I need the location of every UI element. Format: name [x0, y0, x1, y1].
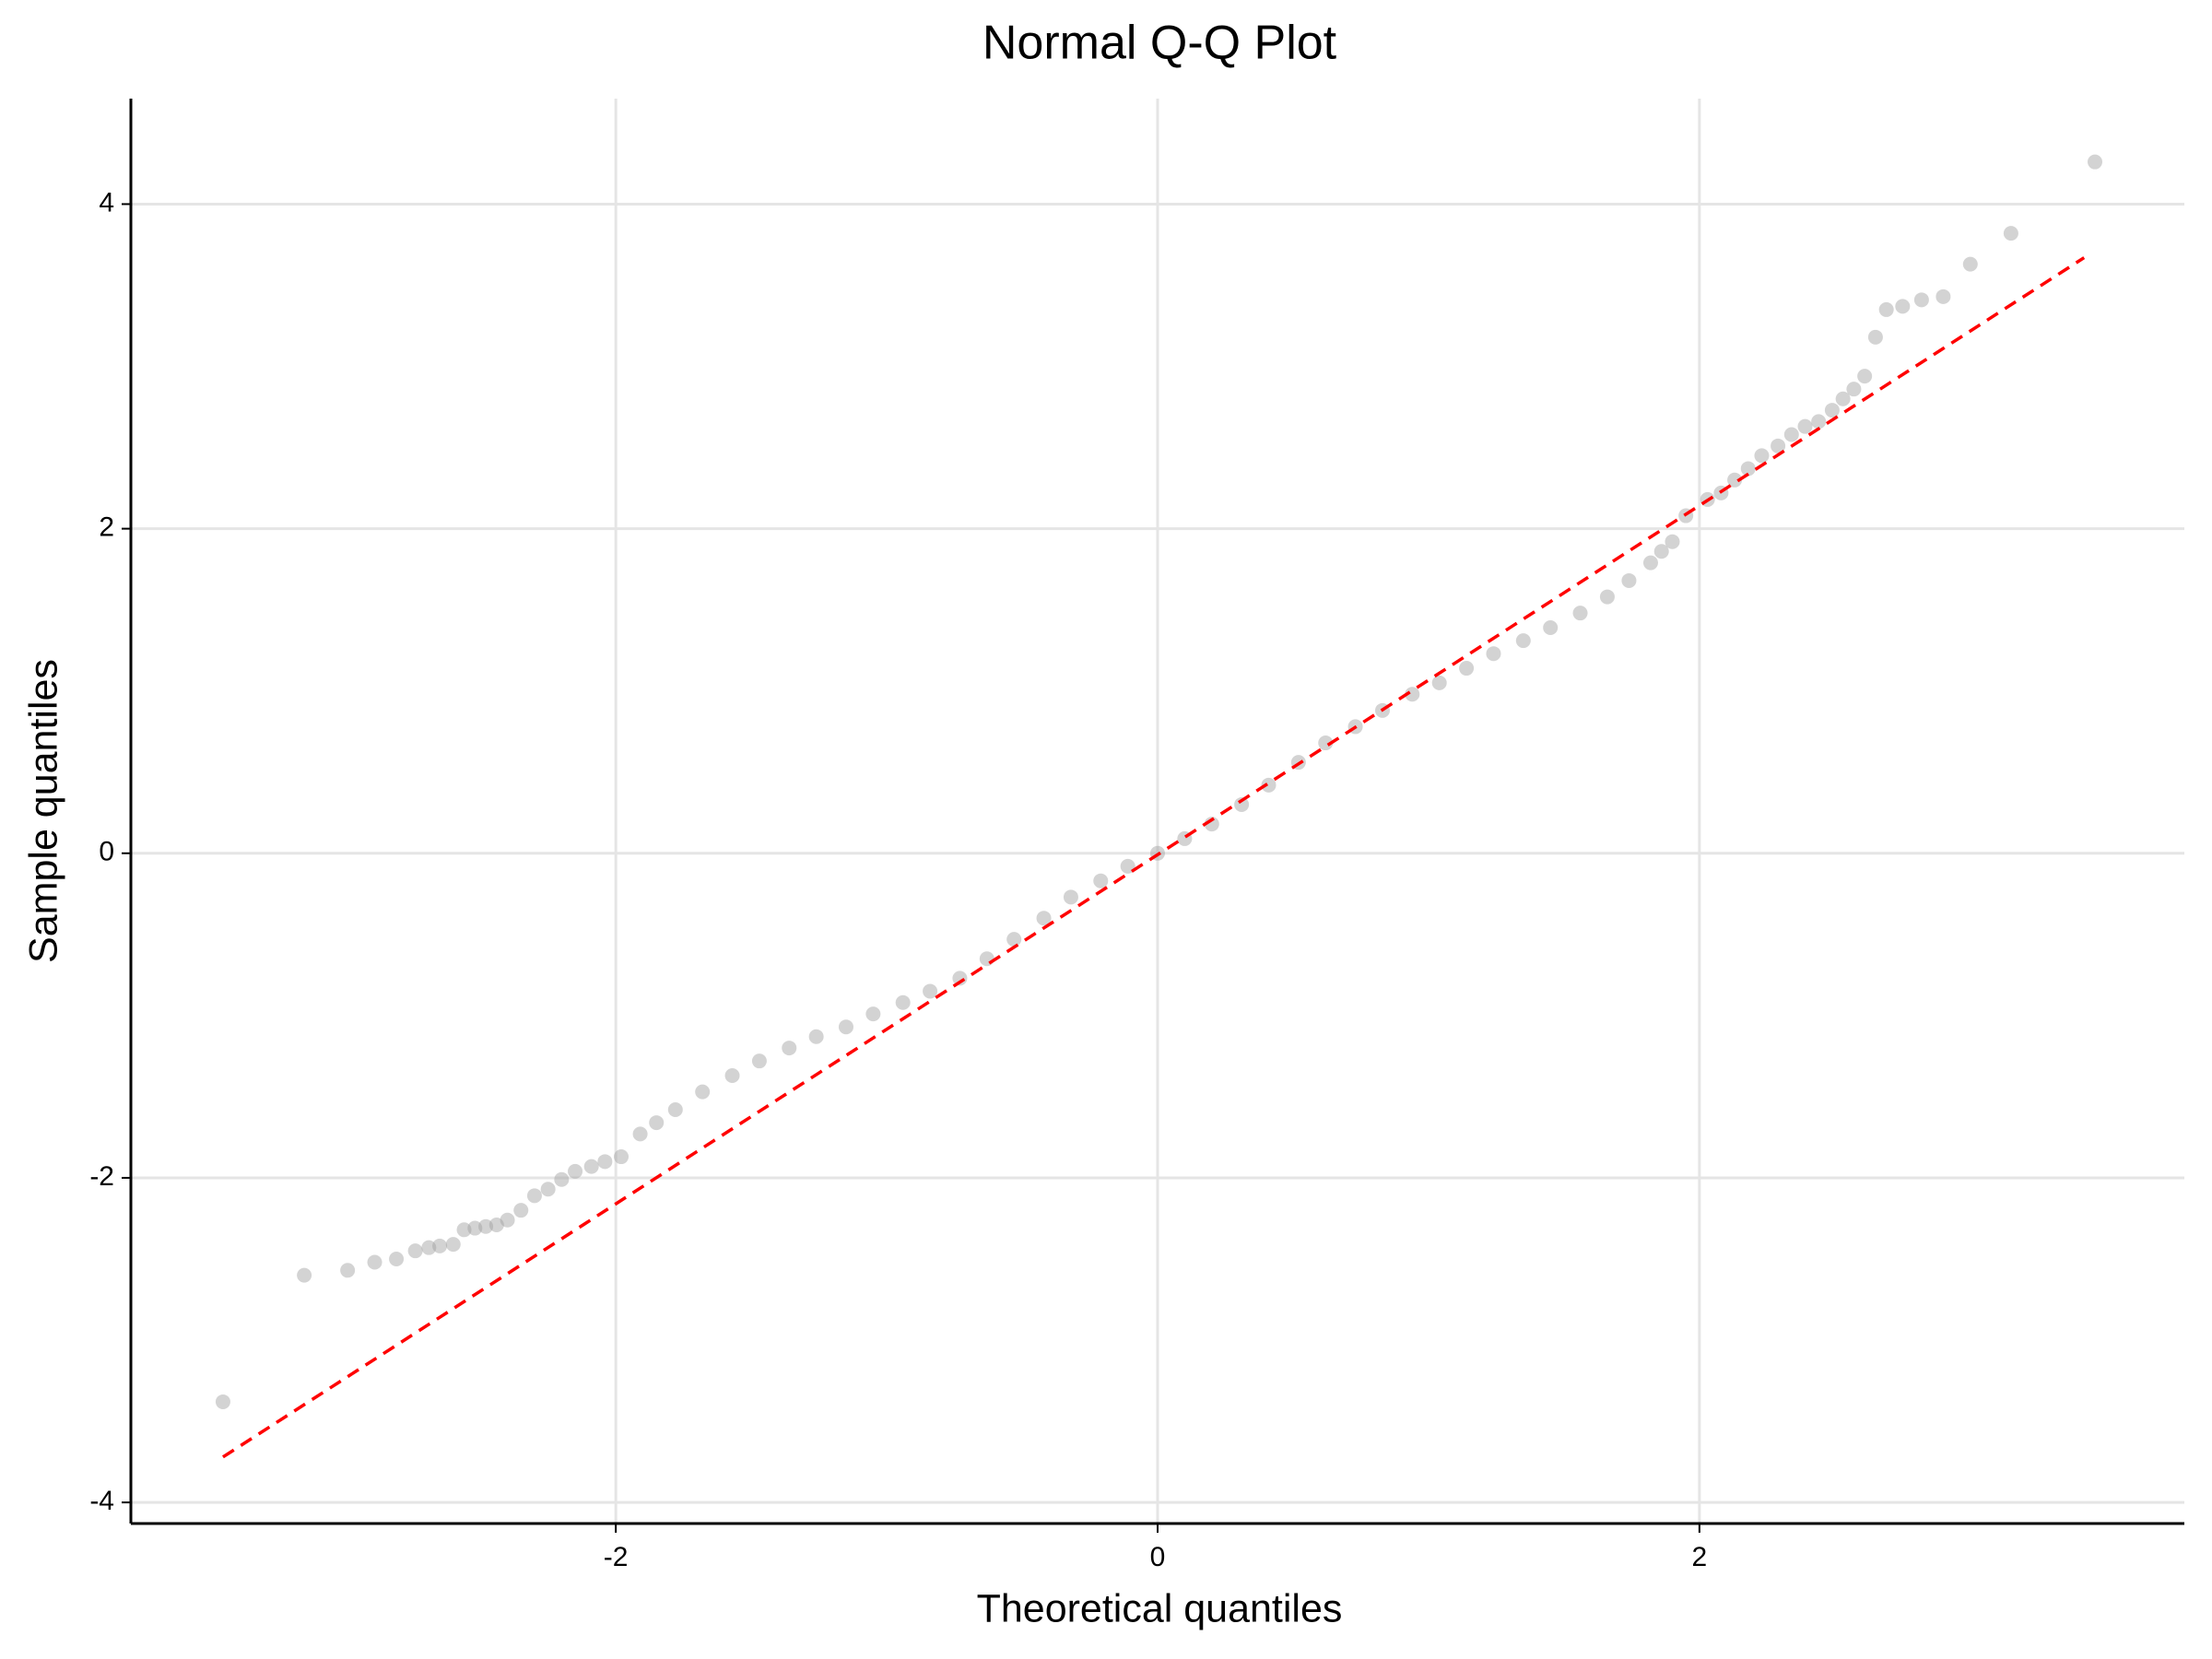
x-tick-label: -2	[604, 1542, 629, 1572]
point	[1572, 606, 1588, 621]
point	[1962, 256, 1978, 272]
point	[1846, 382, 1862, 397]
y-tick-label: 2	[99, 512, 114, 543]
point	[1653, 544, 1669, 559]
point	[1665, 534, 1680, 549]
point	[838, 1019, 853, 1035]
point	[1797, 418, 1813, 434]
point	[808, 1029, 824, 1044]
point	[1405, 687, 1420, 702]
point	[1913, 292, 1929, 308]
point	[1824, 403, 1840, 418]
point	[1459, 661, 1475, 677]
point	[695, 1084, 711, 1100]
point	[526, 1188, 542, 1204]
point	[340, 1263, 356, 1278]
x-axis-label: Theoretical quantiles	[977, 1586, 1343, 1630]
point	[597, 1154, 613, 1170]
point	[1431, 675, 1447, 690]
y-tick-label: -2	[89, 1161, 114, 1192]
point	[1093, 873, 1109, 888]
point	[297, 1267, 312, 1283]
reference-line	[221, 256, 2086, 1459]
point	[895, 994, 911, 1010]
point	[1234, 796, 1250, 812]
point	[421, 1240, 437, 1255]
point	[1727, 472, 1743, 488]
point	[456, 1222, 472, 1238]
point	[1599, 589, 1615, 605]
point	[2003, 226, 2018, 241]
point	[614, 1149, 629, 1165]
point	[1515, 633, 1531, 649]
point	[952, 971, 968, 986]
point	[1261, 777, 1277, 793]
point	[432, 1238, 448, 1253]
point	[1783, 427, 1799, 442]
point	[1895, 299, 1911, 314]
point	[782, 1041, 797, 1056]
point	[1543, 620, 1559, 636]
x-tick-label: 0	[1150, 1542, 1166, 1572]
point	[554, 1171, 570, 1187]
point	[488, 1218, 504, 1233]
point	[478, 1218, 494, 1234]
point	[540, 1182, 556, 1197]
x-tick-label: 2	[1692, 1542, 1708, 1572]
point	[1740, 461, 1756, 477]
point	[500, 1212, 515, 1228]
point	[1642, 555, 1658, 571]
point	[865, 1006, 881, 1022]
point	[583, 1159, 599, 1174]
point	[1006, 932, 1022, 947]
point	[979, 951, 994, 967]
point	[724, 1068, 740, 1084]
point	[2088, 154, 2103, 170]
point	[389, 1251, 405, 1266]
point	[1063, 889, 1078, 905]
point	[367, 1254, 382, 1270]
point	[1621, 572, 1637, 588]
chart-title: Normal Q-Q Plot	[982, 17, 1337, 70]
point	[1318, 735, 1334, 751]
point	[568, 1163, 583, 1179]
point	[1811, 414, 1827, 429]
point	[1857, 369, 1873, 384]
point	[667, 1101, 683, 1117]
point	[1867, 329, 1883, 345]
point	[215, 1394, 230, 1409]
point	[649, 1115, 665, 1131]
point	[923, 983, 938, 999]
point	[1771, 438, 1786, 453]
point	[751, 1053, 767, 1069]
point	[445, 1237, 461, 1253]
point	[1936, 288, 1951, 304]
y-tick-label: -4	[89, 1486, 114, 1516]
point	[1835, 391, 1851, 406]
point	[513, 1203, 529, 1218]
point	[407, 1243, 423, 1259]
point	[1036, 911, 1052, 926]
point	[1486, 646, 1501, 662]
point	[467, 1220, 483, 1236]
y-tick-label: 4	[99, 187, 114, 218]
y-tick-label: 0	[99, 837, 114, 867]
point	[632, 1126, 648, 1142]
point	[1754, 448, 1770, 464]
point	[1878, 301, 1894, 317]
y-axis-label: Sample quantiles	[21, 659, 65, 963]
